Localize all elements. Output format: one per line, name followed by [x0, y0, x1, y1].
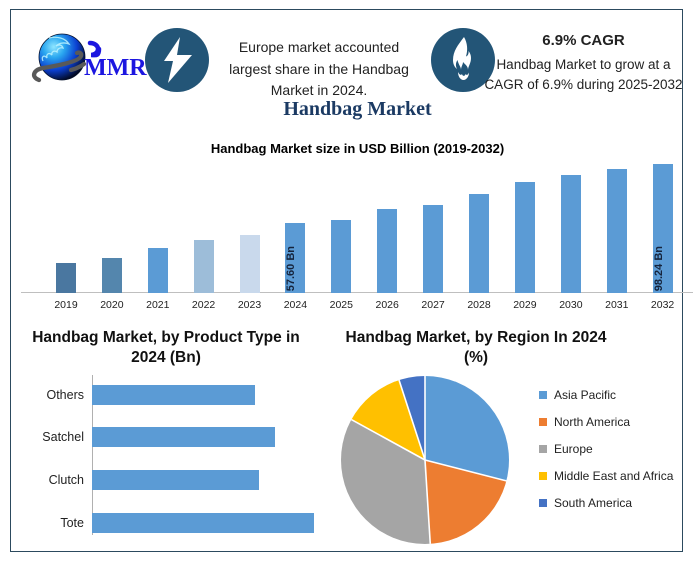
- svg-text:MMR: MMR: [84, 55, 147, 81]
